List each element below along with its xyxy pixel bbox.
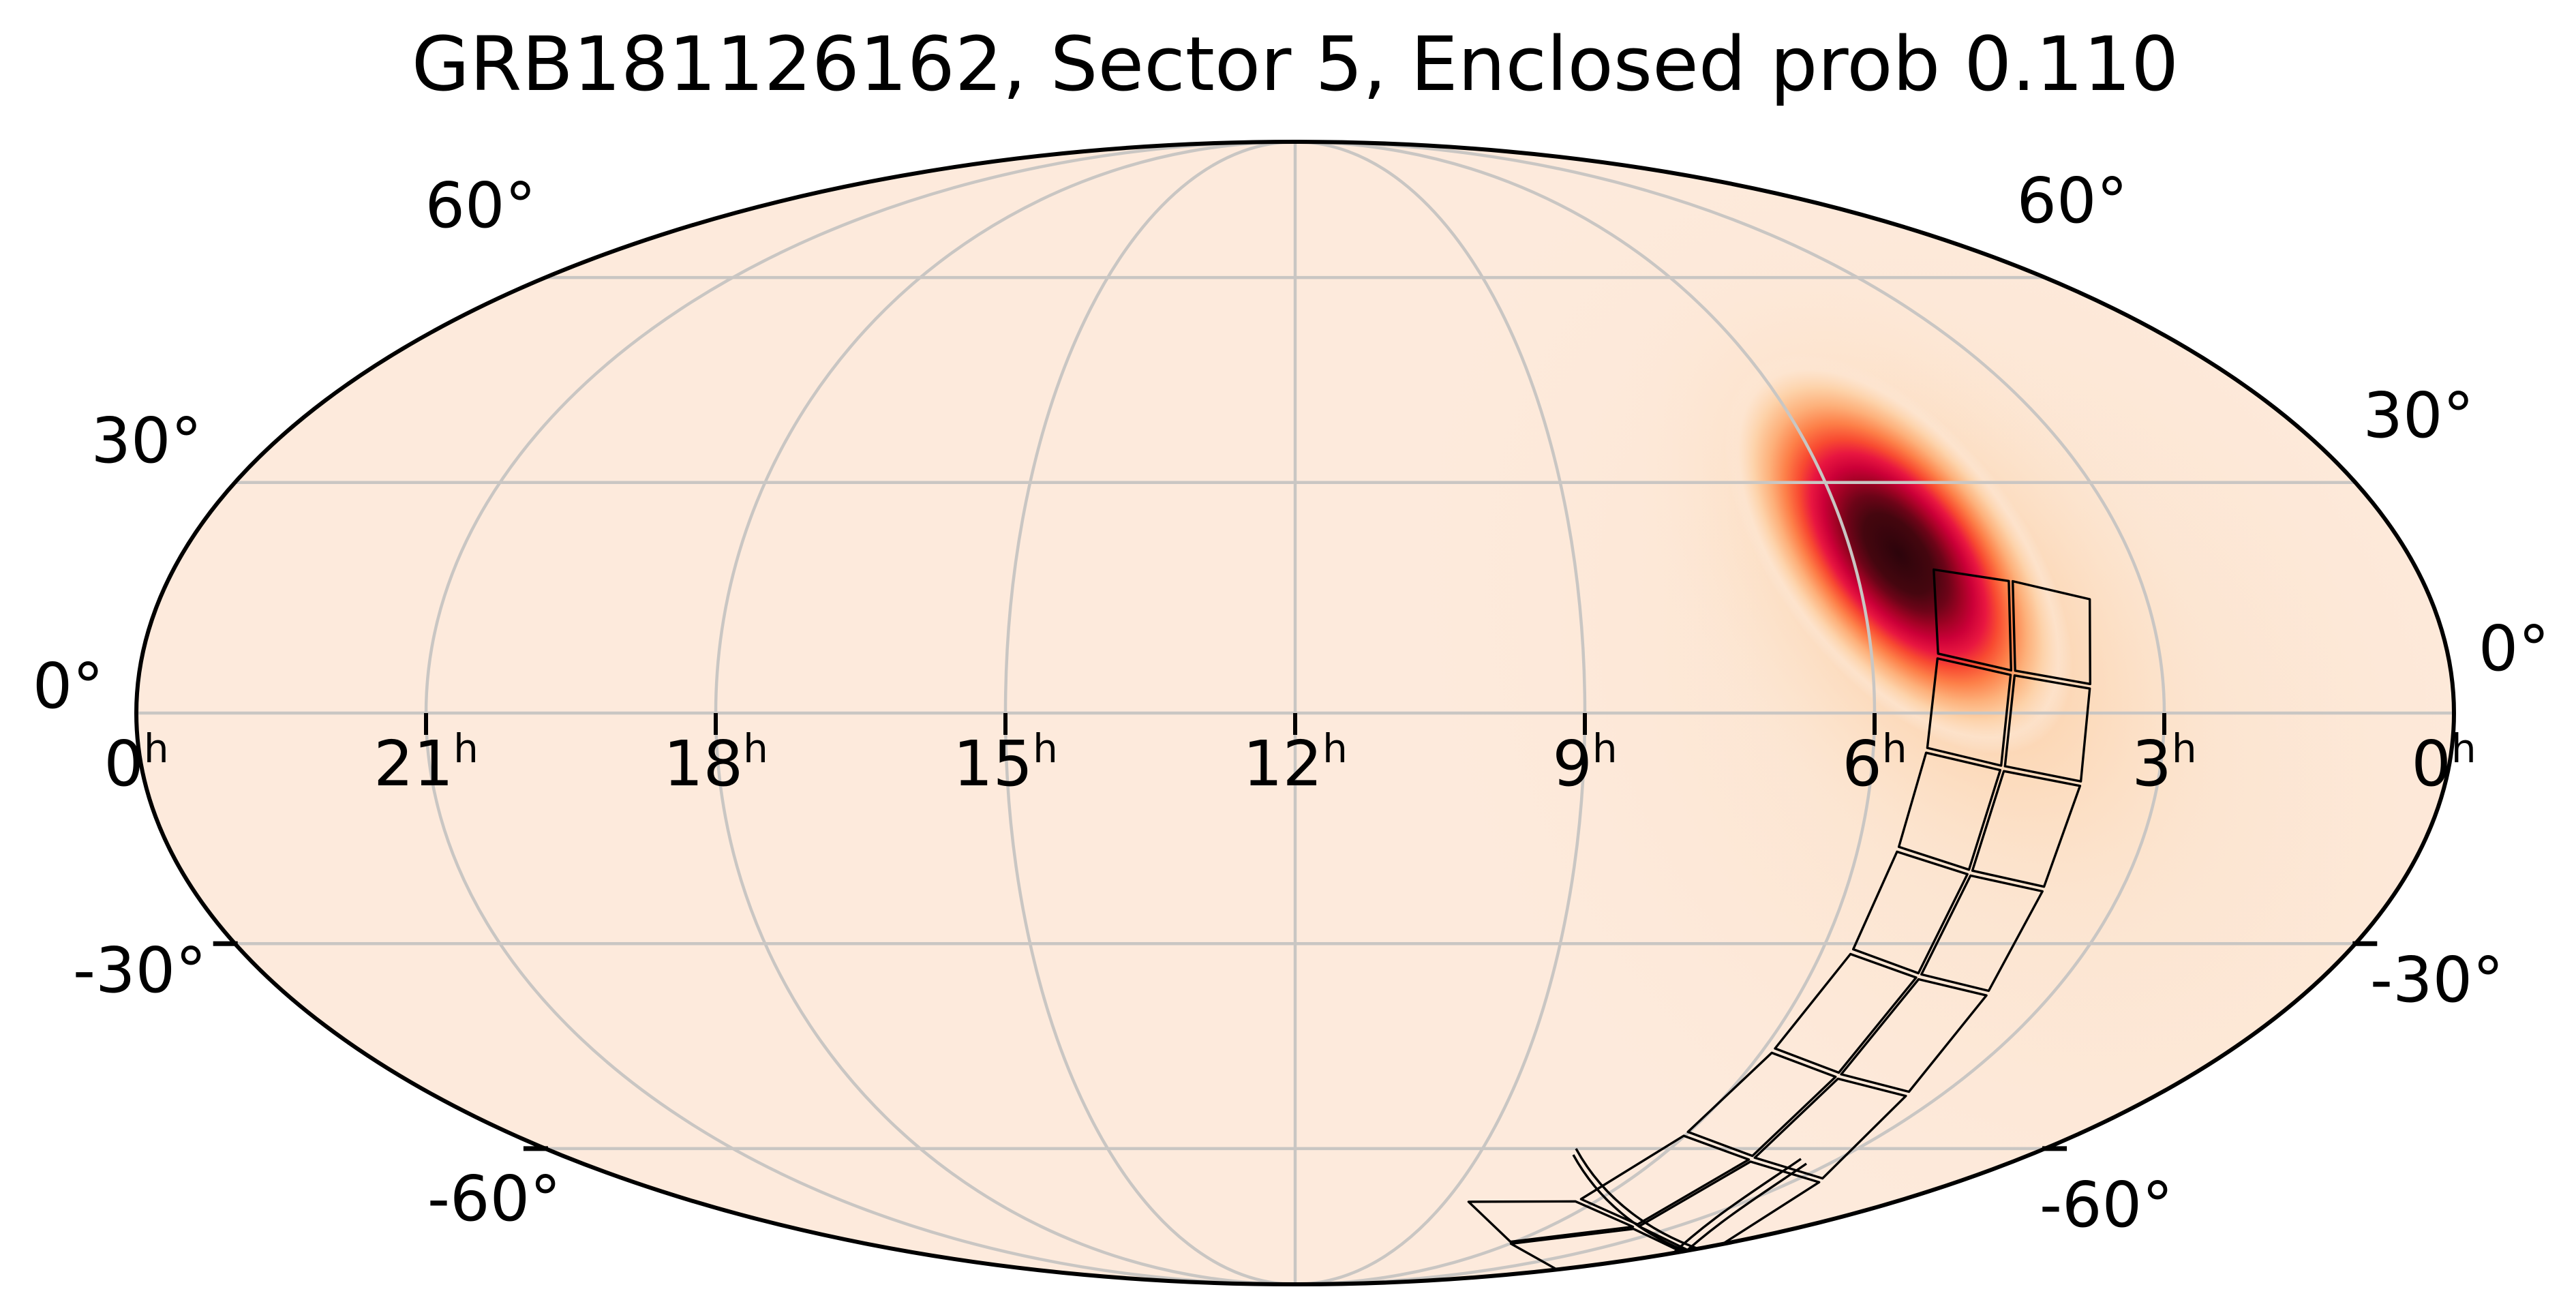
ra-label: 0h <box>104 725 168 800</box>
dec-label: 30° <box>91 404 202 477</box>
footprint-ccd-cell <box>1851 850 1969 975</box>
ra-label: 3h <box>2132 725 2196 800</box>
dec-label: -30° <box>2370 943 2504 1016</box>
footprint-ccd-cell <box>1933 568 2013 672</box>
footprint-ccd-cell <box>1971 770 2082 888</box>
dec-label: -60° <box>427 1162 561 1235</box>
dec-label: 0° <box>33 650 104 723</box>
ra-label: 0h <box>2411 725 2476 800</box>
ra-label: 15h <box>953 725 1058 800</box>
footprint-fold-edge <box>1658 1158 1802 1268</box>
ra-labels: 0h 21h 18h 15h 12h 9h 6h 3h 0h <box>104 725 2476 800</box>
dec-label: 30° <box>2363 379 2474 452</box>
footprint-ccd-cell <box>1897 751 2002 871</box>
footprint-ccd-cell <box>2003 674 2091 783</box>
ra-ticks <box>424 713 2166 735</box>
footprint-ccd-cell <box>1840 978 1988 1093</box>
footprint-ccd-cell <box>1926 657 2012 767</box>
ra-label: 21h <box>374 725 479 800</box>
dec-ticks <box>213 941 2378 1151</box>
map-outline <box>134 140 2456 1286</box>
dec-labels: 60° 30° 0° -30° -60° 60° 30° 0° -30° -60° <box>33 164 2550 1241</box>
dec-label: 60° <box>425 169 536 242</box>
footprint-ccd-cell <box>1774 952 1918 1074</box>
footprint-ccd-cell <box>1753 1077 1907 1180</box>
dec-label: -60° <box>2040 1168 2173 1241</box>
dec-label: 60° <box>2016 164 2127 237</box>
chart-title: GRB181126162, Sector 5, Enclosed prob 0.… <box>411 20 2179 108</box>
footprint-ccd-cell <box>1686 1051 1837 1158</box>
footprint-ccd-cell <box>1467 1200 1635 1243</box>
ra-label: 18h <box>663 725 768 800</box>
dec-label: 0° <box>2479 612 2550 685</box>
ra-label: 12h <box>1243 725 1348 800</box>
dec-label: -30° <box>73 934 207 1007</box>
ra-label: 6h <box>1842 725 1907 800</box>
footprint-ccd-cell <box>2011 579 2092 686</box>
footprint-ccd-cell <box>1920 874 2044 993</box>
ra-label: 9h <box>1552 725 1617 800</box>
